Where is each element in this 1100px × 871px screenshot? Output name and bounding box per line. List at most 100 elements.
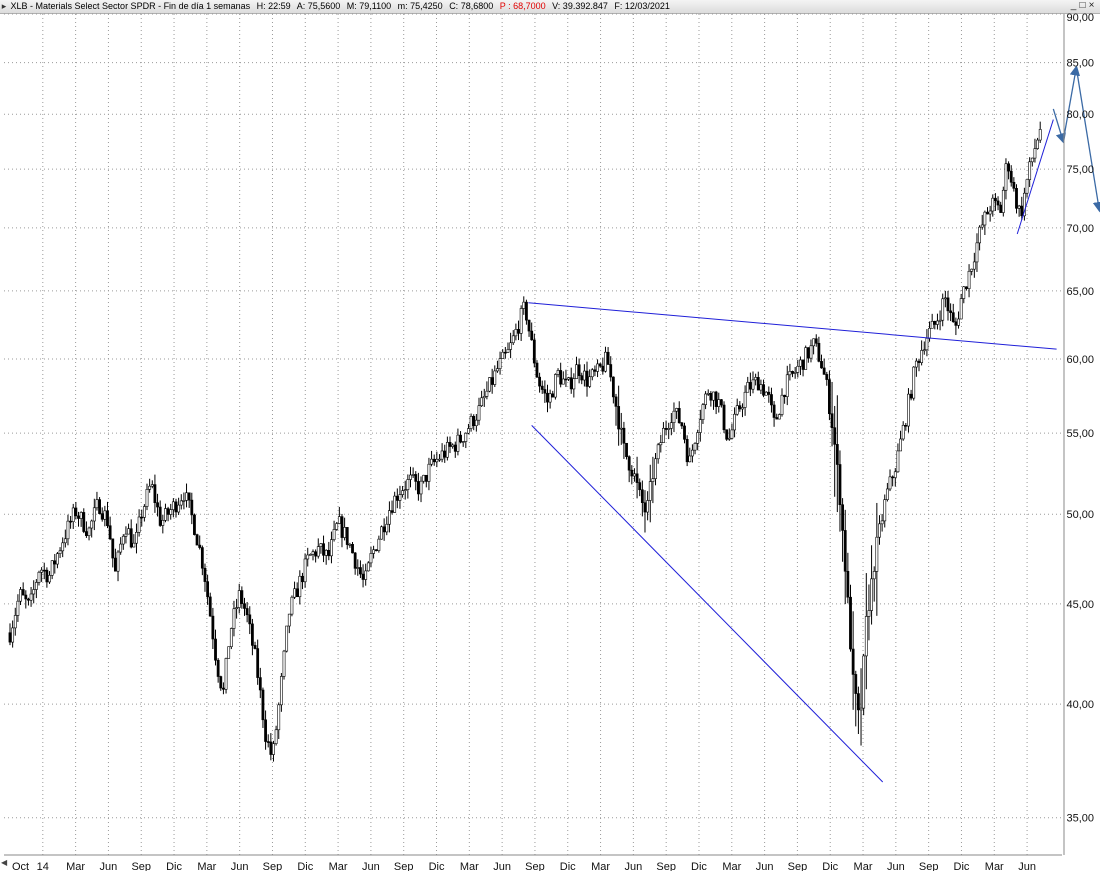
candle: [957, 311, 960, 329]
y-tick-label: 40,00: [1066, 699, 1094, 711]
x-tick-label: Mar: [460, 861, 479, 871]
candle: [314, 549, 318, 563]
trendline[interactable]: [531, 425, 884, 783]
candle: [722, 401, 726, 434]
candle: [598, 362, 602, 368]
candle: [980, 214, 984, 230]
candle: [467, 423, 470, 435]
projection-arrow[interactable]: [1052, 108, 1066, 144]
candle: [319, 543, 323, 554]
candle: [493, 365, 497, 387]
candle: [29, 586, 33, 607]
candle: [648, 464, 652, 523]
candles: [8, 121, 1042, 762]
y-tick-label: 90,00: [1066, 12, 1094, 24]
candle: [501, 349, 505, 359]
candle: [609, 356, 613, 382]
candle: [851, 611, 855, 710]
x-tick-label: Oct: [12, 861, 29, 871]
candle: [559, 362, 563, 388]
candle: [195, 533, 199, 546]
candle: [1033, 138, 1037, 163]
candle: [909, 389, 913, 401]
trendline[interactable]: [1016, 119, 1054, 235]
trendline[interactable]: [528, 302, 1057, 350]
candle: [994, 193, 997, 211]
candle: [664, 420, 668, 436]
x-tick-label: Jun: [231, 861, 249, 871]
candle: [211, 607, 215, 650]
candle: [617, 385, 621, 446]
candle: [920, 340, 924, 366]
candle: [240, 586, 244, 609]
candle: [514, 323, 518, 341]
candle: [828, 370, 831, 421]
candle: [406, 474, 410, 499]
candle: [16, 594, 20, 622]
candle: [34, 579, 38, 599]
candle: [308, 553, 312, 556]
x-tick-label: Dic: [822, 861, 838, 871]
y-axis: 35,00 40,00 45,00 50,00 55,00 60,00 65,00 70,00…: [1063, 12, 1094, 855]
candle: [746, 376, 750, 393]
scroll-left-icon[interactable]: ◀: [1, 858, 8, 867]
candle: [372, 545, 376, 559]
candle: [788, 363, 792, 381]
candle: [822, 358, 826, 375]
title-symbol: XLB - Materials Select Sector SPDR - Fin…: [10, 1, 251, 11]
candle: [535, 360, 539, 378]
candle: [153, 474, 157, 513]
window-menu-icon[interactable]: ▸: [1, 1, 7, 11]
candle: [411, 467, 415, 478]
x-tick-label: Dic: [560, 861, 576, 871]
candle: [580, 372, 584, 385]
minimize-icon[interactable]: _: [1070, 0, 1077, 11]
candle: [588, 369, 592, 389]
candle: [106, 501, 109, 529]
projection-arrow[interactable]: [1075, 67, 1100, 213]
candle: [965, 286, 968, 291]
candle: [224, 657, 228, 694]
candle: [169, 503, 173, 520]
candle: [770, 387, 773, 413]
x-tick-label: Jun: [624, 861, 642, 871]
candle: [61, 537, 65, 558]
x-tick-label: Mar: [591, 861, 610, 871]
candle: [274, 725, 278, 746]
candle: [662, 422, 665, 443]
candle: [543, 380, 547, 403]
candle: [677, 401, 681, 424]
candle: [335, 521, 339, 531]
candle: [1007, 161, 1010, 180]
candle: [193, 513, 196, 536]
candle: [633, 468, 636, 482]
candle: [791, 370, 794, 378]
candle: [799, 356, 802, 376]
candle: [572, 373, 576, 398]
x-tick-label: Sep: [919, 861, 939, 871]
candle: [256, 639, 260, 685]
candle: [279, 672, 283, 712]
restore-icon[interactable]: □: [1079, 0, 1086, 11]
candle: [301, 572, 304, 590]
candle: [37, 570, 41, 586]
close-icon[interactable]: ×: [1088, 0, 1095, 11]
y-tick-label: 70,00: [1066, 223, 1094, 235]
candle: [590, 368, 594, 381]
candle: [316, 538, 320, 559]
title-date: F: 12/03/2021: [614, 1, 670, 11]
candle: [206, 574, 210, 605]
candle: [1009, 165, 1013, 187]
candle: [485, 381, 489, 400]
candle: [19, 587, 22, 606]
candle: [785, 365, 789, 406]
candle: [983, 210, 987, 236]
projection-arrow[interactable]: [1062, 65, 1081, 142]
candle: [345, 527, 349, 550]
x-tick-label: Dic: [954, 861, 970, 871]
candle: [701, 403, 705, 424]
candle: [849, 584, 852, 652]
candle: [174, 498, 178, 518]
candle: [896, 443, 900, 473]
